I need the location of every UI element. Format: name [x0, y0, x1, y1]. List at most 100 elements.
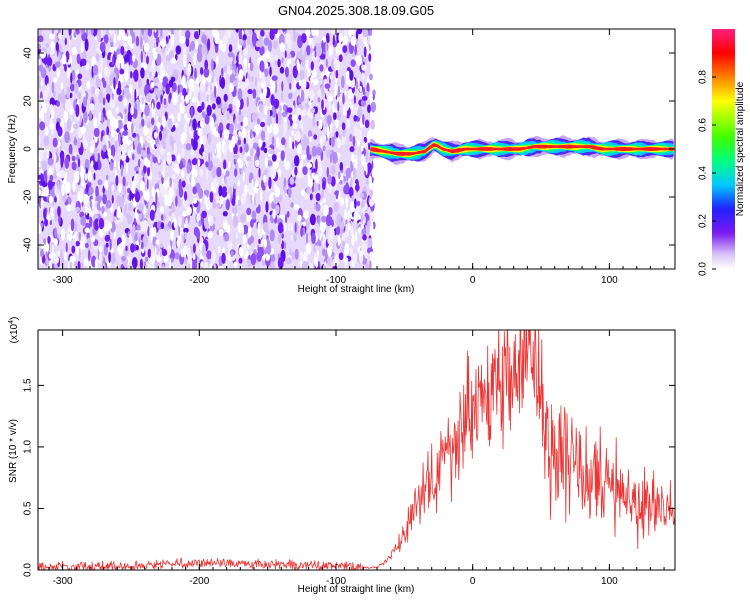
noise-speck: [240, 213, 246, 223]
noise-speck: [56, 68, 60, 79]
noise-speck: [200, 121, 205, 129]
noise-speck: [193, 226, 199, 237]
noise-speck: [252, 88, 257, 100]
noise-speck: [125, 162, 128, 175]
noise-speck: [76, 53, 81, 65]
noise-speck: [301, 54, 306, 67]
noise-speck: [113, 160, 117, 168]
noise-speck: [171, 206, 176, 213]
noise-speck: [177, 112, 181, 123]
noise-speck: [173, 142, 177, 155]
noise-speck: [80, 126, 87, 134]
noise-speck: [303, 252, 307, 264]
ridge-peak: [441, 147, 446, 151]
noise-speck: [350, 220, 353, 226]
noise-speck: [145, 93, 152, 103]
noise-speck: [353, 115, 358, 122]
noise-speck: [269, 229, 275, 242]
noise-speck: [64, 157, 70, 169]
noise-speck: [302, 166, 308, 176]
noise-speck: [350, 59, 356, 67]
noise-speck: [153, 156, 158, 164]
noise-speck: [146, 179, 149, 190]
noise-speck: [318, 240, 322, 247]
noise-speck: [177, 153, 181, 165]
noise-speck: [317, 165, 323, 177]
noise-speck: [54, 238, 58, 247]
noise-speck: [179, 35, 186, 44]
noise-speck: [233, 153, 239, 160]
noise-speck: [162, 158, 166, 172]
noise-speck: [106, 140, 109, 152]
noise-speck: [169, 258, 172, 269]
noise-speck: [247, 237, 253, 246]
colorbar-tick-label: 0.0: [698, 262, 709, 276]
noise-speck: [247, 226, 252, 233]
noise-speck: [359, 64, 362, 72]
noise-speck: [300, 160, 304, 168]
noise-speck: [167, 244, 172, 256]
noise-speck: [156, 121, 161, 129]
noise-speck: [38, 64, 44, 72]
noise-speck: [260, 29, 265, 37]
noise-speck: [371, 258, 376, 269]
noise-speck: [315, 203, 321, 212]
noise-speck: [284, 66, 289, 78]
noise-speck: [155, 191, 158, 205]
noise-speck: [345, 167, 351, 179]
noise-speck: [140, 50, 143, 63]
noise-speck: [125, 91, 131, 100]
noise-speck: [48, 195, 54, 204]
noise-speck: [228, 44, 233, 53]
noise-speck: [280, 150, 285, 162]
noise-speck: [221, 105, 226, 115]
noise-speck: [130, 71, 133, 79]
noise-speck: [66, 204, 72, 212]
noise-speck: [272, 40, 278, 49]
noise-speck: [248, 29, 252, 36]
noise-speck: [324, 83, 331, 89]
noise-speck: [143, 157, 149, 167]
noise-speck: [235, 29, 239, 33]
noise-speck: [98, 245, 103, 253]
noise-speck: [301, 78, 307, 91]
spectrogram-xlabel: Height of straight line (km): [298, 284, 415, 295]
noise-speck: [69, 34, 72, 40]
noise-speck: [182, 87, 187, 98]
noise-speck: [369, 73, 373, 81]
noise-speck: [202, 151, 205, 158]
noise-speck: [222, 34, 228, 46]
noise-speck: [158, 171, 161, 178]
noise-speck: [263, 147, 268, 154]
noise-speck: [356, 29, 363, 35]
noise-speck: [188, 78, 194, 91]
noise-speck: [367, 104, 371, 113]
noise-speck: [109, 238, 112, 250]
noise-speck: [326, 114, 332, 125]
noise-speck: [231, 135, 236, 148]
noise-speck: [210, 151, 213, 161]
noise-speck: [111, 56, 114, 66]
noise-speck: [271, 136, 275, 146]
noise-speck: [102, 97, 106, 106]
noise-speck: [190, 130, 194, 139]
noise-speck: [162, 264, 165, 269]
noise-speck: [200, 261, 204, 268]
noise-speck: [201, 34, 208, 44]
noise-speck: [114, 131, 118, 141]
noise-speck: [293, 204, 300, 210]
noise-speck: [118, 95, 123, 102]
noise-speck: [263, 61, 269, 69]
noise-speck: [185, 30, 191, 39]
noise-speck: [320, 236, 323, 243]
noise-speck: [311, 145, 318, 157]
noise-speck: [301, 189, 306, 197]
noise-speck: [292, 65, 298, 79]
noise-speck: [106, 117, 110, 126]
noise-speck: [335, 131, 339, 138]
noise-speck: [212, 103, 216, 110]
noise-speck: [237, 123, 242, 131]
noise-speck: [204, 100, 208, 109]
colorbar-label: Normalized spectral amplitude: [735, 81, 746, 216]
noise-speck: [354, 44, 358, 56]
